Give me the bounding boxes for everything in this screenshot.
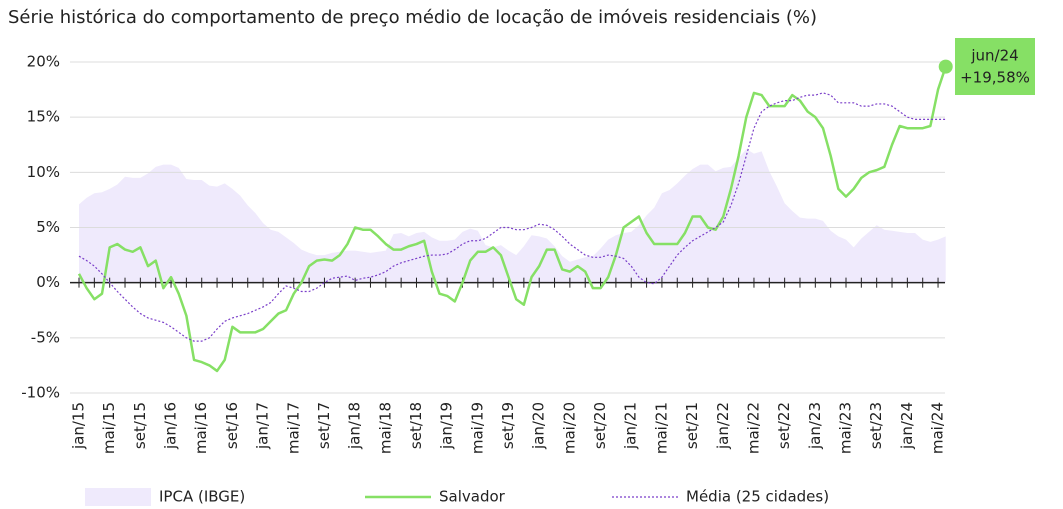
x-tick-label: jan/21 (622, 402, 640, 450)
annotation-label: jun/24 (970, 47, 1018, 65)
legend-swatch (85, 488, 151, 506)
average-line (78, 92, 946, 342)
x-tick-label: mai/17 (284, 402, 302, 454)
x-tick-label: jan/18 (346, 402, 364, 450)
ipca-area (79, 149, 946, 283)
x-tick-label: mai/19 (468, 402, 486, 454)
y-tick-label: 5% (36, 218, 60, 236)
legend-label: Média (25 cidades) (686, 488, 829, 506)
x-tick-label: mai/16 (192, 402, 210, 454)
x-tick-label: mai/21 (652, 402, 670, 454)
x-tick-label: set/16 (223, 402, 241, 449)
x-tick-label: mai/18 (376, 402, 394, 454)
x-tick-label: jan/15 (70, 402, 88, 450)
x-tick-label: jan/20 (530, 402, 548, 450)
x-tick-label: mai/22 (744, 402, 762, 454)
x-tick-label: jan/17 (254, 402, 272, 450)
x-tick-label: set/15 (131, 402, 149, 449)
x-tick-label: jan/23 (806, 402, 824, 450)
x-tick-label: jan/22 (714, 402, 732, 450)
x-tick-label: mai/20 (560, 402, 578, 454)
data-label: +19,58% (960, 69, 1030, 87)
annotation-box (955, 38, 1035, 95)
legend-label: Salvador (439, 488, 506, 506)
x-tick-label: mai/24 (929, 402, 947, 454)
x-tick-label: set/18 (407, 402, 425, 449)
y-tick-label: -10% (21, 384, 60, 402)
city-line (77, 66, 947, 373)
x-tick-label: jan/24 (898, 402, 916, 450)
axis (70, 66, 947, 373)
x-tick-label: jan/19 (438, 402, 456, 450)
plot (79, 149, 946, 283)
legend-label: IPCA (IBGE) (159, 488, 245, 506)
x-tick-label: set/23 (867, 402, 885, 449)
x-tick-label: set/19 (499, 402, 517, 449)
x-tick-label: set/22 (775, 402, 793, 449)
y-tick-label: 15% (27, 108, 60, 126)
end-point (938, 59, 953, 74)
x-tick-label: mai/15 (100, 402, 118, 454)
chart-title: Série histórica do comportamento de preç… (8, 7, 817, 28)
x-tick-label: jan/16 (162, 402, 180, 450)
y-tick-label: 20% (27, 53, 60, 71)
x-tick-label: set/21 (683, 402, 701, 449)
y-tick-label: 10% (27, 163, 60, 181)
x-tick-label: mai/23 (837, 402, 855, 454)
x-tick-label: set/17 (315, 402, 333, 449)
y-tick-label: -5% (31, 328, 60, 346)
x-tick-label: set/20 (591, 402, 609, 449)
y-tick-label: 0% (36, 273, 60, 291)
